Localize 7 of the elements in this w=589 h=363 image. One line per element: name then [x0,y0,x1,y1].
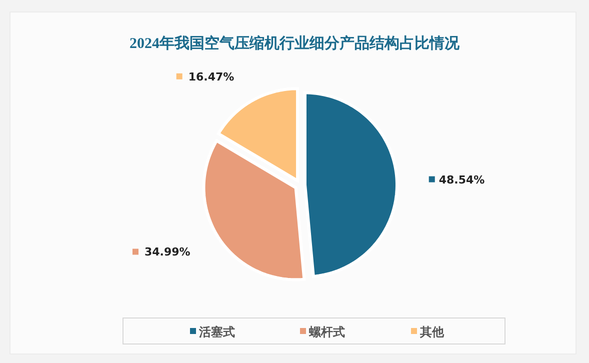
data-label: 34.99% [144,246,190,259]
legend-label: 其他 [419,325,445,339]
legend-label: 螺杆式 [308,325,345,339]
chart-title: 2024年我国空气压缩机行业细分产品结构占比情况 [130,34,460,52]
data-label: 48.54% [438,173,485,186]
data-label: 16.47% [188,70,234,84]
legend-label: 活塞式 [198,325,235,339]
